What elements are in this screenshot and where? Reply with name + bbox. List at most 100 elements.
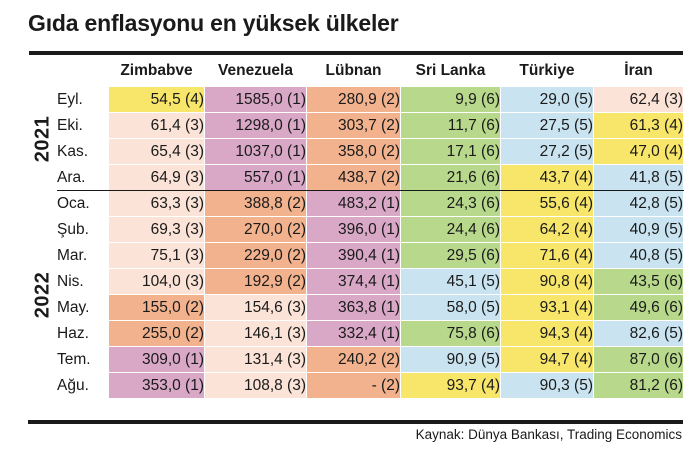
value-cell: 374,4 (1)	[306, 268, 401, 295]
column-header: Türkiye	[500, 55, 594, 87]
value-cell: 9,9 (6)	[400, 86, 501, 113]
value-cell: 94,3 (4)	[500, 320, 594, 347]
month-label: Tem.	[56, 346, 109, 373]
year-label: 2022	[31, 271, 53, 318]
bottom-rule	[28, 420, 683, 424]
value-cell: 41,8 (5)	[593, 164, 684, 191]
table-row: Eki. 61,4 (3) 1298,0 (1) 303,7 (2) 11,7 (6) 2…	[29, 112, 684, 139]
year-label-cell: 2022	[28, 190, 57, 399]
value-cell: 396,0 (1)	[306, 216, 401, 243]
value-cell: 108,8 (3)	[204, 372, 307, 399]
table-row: Şub. 69,3 (3) 270,0 (2) 396,0 (1) 24,4 (6) 64…	[29, 216, 684, 243]
value-cell: 61,4 (3)	[108, 112, 205, 139]
value-cell: 27,5 (5)	[500, 112, 594, 139]
value-cell: 43,7 (4)	[500, 164, 594, 191]
value-cell: 90,9 (5)	[400, 346, 501, 373]
month-label: Mar.	[56, 242, 109, 269]
value-cell: - (2)	[306, 372, 401, 399]
value-cell: 40,8 (5)	[593, 242, 684, 269]
value-cell: 65,4 (3)	[108, 138, 205, 165]
value-cell: 146,1 (3)	[204, 320, 307, 347]
value-cell: 309,0 (1)	[108, 346, 205, 373]
value-cell: 49,6 (6)	[593, 294, 684, 321]
month-label: Kas.	[56, 138, 109, 165]
value-cell: 390,4 (1)	[306, 242, 401, 269]
value-cell: 63,3 (3)	[108, 190, 205, 217]
value-cell: 93,7 (4)	[400, 372, 501, 399]
value-cell: 64,2 (4)	[500, 216, 594, 243]
value-cell: 55,6 (4)	[500, 190, 594, 217]
value-cell: 131,4 (3)	[204, 346, 307, 373]
value-cell: 1585,0 (1)	[204, 86, 307, 113]
month-label: Şub.	[56, 216, 109, 243]
value-cell: 104,0 (3)	[108, 268, 205, 295]
month-label: Nis.	[56, 268, 109, 295]
value-cell: 42,8 (5)	[593, 190, 684, 217]
value-cell: 303,7 (2)	[306, 112, 401, 139]
value-cell: 353,0 (1)	[108, 372, 205, 399]
value-cell: 24,3 (6)	[400, 190, 501, 217]
value-cell: 27,2 (5)	[500, 138, 594, 165]
chart-title: Gıda enflasyonu en yüksek ülkeler	[28, 10, 399, 36]
value-cell: 192,9 (2)	[204, 268, 307, 295]
month-label: Ağu.	[56, 372, 109, 399]
value-cell: 87,0 (6)	[593, 346, 684, 373]
value-cell: 71,6 (4)	[500, 242, 594, 269]
value-cell: 557,0 (1)	[204, 164, 307, 191]
value-cell: 47,0 (4)	[593, 138, 684, 165]
table-row: 2021 Eyl. 54,5 (4) 1585,0 (1) 280,9 (2) 9,9 (…	[28, 86, 684, 191]
value-cell: 255,0 (2)	[108, 320, 205, 347]
value-cell: 270,0 (2)	[204, 216, 307, 243]
value-cell: 24,4 (6)	[400, 216, 501, 243]
table-row: Ağu. 353,0 (1) 108,8 (3) - (2) 93,7 (4) 90,3 …	[29, 372, 684, 399]
value-cell: 90,8 (4)	[500, 268, 594, 295]
value-cell: 388,8 (2)	[204, 190, 307, 217]
value-cell: 62,4 (3)	[593, 86, 684, 113]
value-cell: 154,6 (3)	[204, 294, 307, 321]
value-cell: 358,0 (2)	[306, 138, 401, 165]
value-cell: 61,3 (4)	[593, 112, 684, 139]
value-cell: 58,0 (5)	[400, 294, 501, 321]
value-cell: 43,5 (6)	[593, 268, 684, 295]
table-row: Ara. 64,9 (3) 557,0 (1) 438,7 (2) 21,6 (6) 43…	[29, 164, 684, 191]
value-cell: 438,7 (2)	[306, 164, 401, 191]
table-row: Mar. 75,1 (3) 229,0 (2) 390,4 (1) 29,5 (6) 71…	[29, 242, 684, 269]
value-cell: 483,2 (1)	[306, 190, 401, 217]
column-header: Sri Lanka	[400, 55, 501, 87]
value-cell: 29,5 (6)	[400, 242, 501, 269]
value-cell: 240,2 (2)	[306, 346, 401, 373]
month-label: Eki.	[56, 112, 109, 139]
value-cell: 40,9 (5)	[593, 216, 684, 243]
header-corner-month	[56, 55, 109, 87]
table-row: Tem. 309,0 (1) 131,4 (3) 240,2 (2) 90,9 (5) 9…	[29, 346, 684, 373]
header-row: Zimbabve Venezuela Lübnan Sri Lanka Türkiye İ…	[28, 55, 684, 87]
value-cell: 11,7 (6)	[400, 112, 501, 139]
table-row: 2022 Oca. 63,3 (3) 388,8 (2) 483,2 (1) 24,3 (…	[28, 190, 684, 399]
table-row: Nis. 104,0 (3) 192,9 (2) 374,4 (1) 45,1 (5) 9…	[29, 268, 684, 295]
year-label-cell: 2021	[28, 86, 57, 191]
value-cell: 94,7 (4)	[500, 346, 594, 373]
month-label: Eyl.	[56, 86, 109, 113]
value-cell: 332,4 (1)	[306, 320, 401, 347]
value-cell: 29,0 (5)	[500, 86, 594, 113]
month-label: May.	[56, 294, 109, 321]
column-header: Venezuela	[204, 55, 307, 87]
value-cell: 81,2 (6)	[593, 372, 684, 399]
column-header: Lübnan	[306, 55, 401, 87]
table-row: Haz. 255,0 (2) 146,1 (3) 332,4 (1) 75,8 (6) 9…	[29, 320, 684, 347]
value-cell: 229,0 (2)	[204, 242, 307, 269]
table-row: Kas. 65,4 (3) 1037,0 (1) 358,0 (2) 17,1 (6) 2…	[29, 138, 684, 165]
month-label: Oca.	[56, 190, 109, 217]
value-cell: 280,9 (2)	[306, 86, 401, 113]
value-cell: 75,8 (6)	[400, 320, 501, 347]
value-cell: 82,6 (5)	[593, 320, 684, 347]
inflation-table: Zimbabve Venezuela Lübnan Sri Lanka Türkiye İ…	[28, 50, 684, 399]
value-cell: 363,8 (1)	[306, 294, 401, 321]
value-cell: 93,1 (4)	[500, 294, 594, 321]
value-cell: 69,3 (3)	[108, 216, 205, 243]
year-label: 2021	[31, 115, 53, 162]
month-label: Haz.	[56, 320, 109, 347]
source-note: Kaynak: Dünya Bankası, Trading Economics	[415, 427, 682, 442]
value-cell: 64,9 (3)	[108, 164, 205, 191]
column-header: İran	[593, 55, 684, 87]
